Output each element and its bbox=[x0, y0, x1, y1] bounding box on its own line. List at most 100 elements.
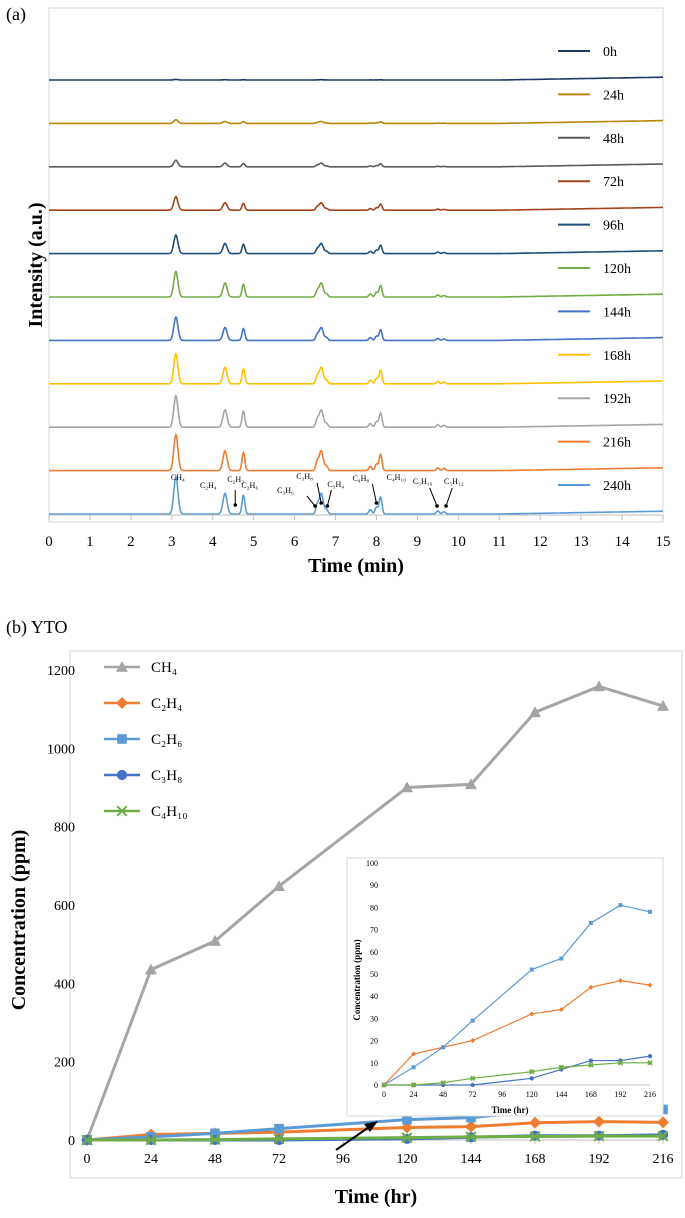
legend-label-216h: 216h bbox=[603, 436, 631, 451]
concentration-x-axis-title: Time (hr) bbox=[335, 1186, 417, 1208]
data-point bbox=[469, 1075, 476, 1082]
legend-label: CH₄ bbox=[151, 660, 177, 676]
peak-arrow bbox=[445, 487, 453, 507]
legend-label-240h: 240h bbox=[603, 479, 631, 494]
x-tick-label: 5 bbox=[250, 534, 258, 550]
data-point bbox=[558, 1007, 564, 1013]
peak-label: CH₄ bbox=[171, 473, 185, 482]
data-point bbox=[657, 1130, 669, 1142]
chromatogram-traces bbox=[49, 76, 663, 515]
x-tick-label: 168 bbox=[525, 1152, 546, 1167]
inset-x-tick-label: 120 bbox=[526, 1090, 538, 1099]
x-tick-label: 12 bbox=[533, 534, 548, 550]
inset-y-tick-label: 90 bbox=[370, 881, 378, 890]
legend-label: C₂H₆ bbox=[151, 732, 182, 748]
x-tick-label: 72 bbox=[272, 1152, 286, 1167]
data-point bbox=[470, 1082, 475, 1088]
concentration-plot-frame bbox=[69, 650, 683, 1179]
legend-label-168h: 168h bbox=[603, 349, 631, 364]
inset-y-axis-title: Concentration (ppm) bbox=[352, 939, 362, 1020]
concentration-series bbox=[81, 680, 669, 1146]
data-point-stroke bbox=[410, 1082, 417, 1088]
y-tick-label: 800 bbox=[54, 821, 75, 836]
x-tick-label: 192 bbox=[589, 1152, 610, 1167]
data-point bbox=[529, 1076, 534, 1081]
data-point-stroke bbox=[273, 1133, 285, 1145]
peak-arrow-head bbox=[313, 504, 317, 508]
x-tick-label: 1 bbox=[86, 534, 94, 550]
data-point bbox=[593, 680, 605, 692]
legend-label: C₄H₁₀ bbox=[151, 804, 188, 820]
peak-arrow-head bbox=[444, 504, 448, 508]
data-point-stroke bbox=[558, 1064, 565, 1070]
data-point-stroke bbox=[469, 1075, 476, 1082]
peak-label: C₃H₈ bbox=[296, 472, 313, 481]
data-point bbox=[465, 1120, 477, 1133]
peak-arrow bbox=[429, 487, 438, 507]
data-point bbox=[116, 769, 128, 781]
x-tick-label: 13 bbox=[574, 534, 589, 550]
inset-y-tick-label: 30 bbox=[370, 1014, 378, 1023]
x-tick-label: 96 bbox=[336, 1152, 350, 1167]
data-point bbox=[210, 1128, 220, 1139]
chromatogram-y-axis-title: Intensity (a.u.) bbox=[25, 202, 47, 327]
data-point bbox=[647, 1060, 653, 1066]
data-point bbox=[116, 697, 128, 709]
trace-240h bbox=[49, 474, 663, 515]
data-point bbox=[529, 1068, 535, 1075]
data-point-stroke bbox=[401, 1132, 413, 1144]
legend-label: C₃H₈ bbox=[151, 768, 182, 784]
x-tick-label: 8 bbox=[373, 534, 381, 550]
inset-x-tick-label: 48 bbox=[439, 1090, 447, 1099]
trace-72h bbox=[49, 195, 663, 211]
data-point bbox=[588, 1058, 594, 1063]
peak-arrow bbox=[326, 489, 332, 507]
data-point bbox=[465, 1131, 477, 1143]
data-point bbox=[273, 880, 285, 891]
chromatogram-legend: 0h 24h 48h 72h 96h 120h 144h 168h 192h 216h 240h bbox=[558, 45, 631, 494]
data-point-stroke bbox=[209, 1134, 221, 1146]
data-point bbox=[402, 1114, 412, 1125]
data-point bbox=[529, 706, 541, 718]
y-tick-label: 400 bbox=[54, 977, 75, 992]
data-point bbox=[381, 1082, 387, 1088]
data-point bbox=[657, 1116, 669, 1129]
peak-label: C₅H₁₀ bbox=[413, 477, 433, 486]
inset-x-tick-label: 144 bbox=[555, 1090, 567, 1099]
x-tick-label: 3 bbox=[168, 534, 176, 550]
peak-label: C₃H₄ bbox=[327, 480, 344, 489]
peak-label: C₄H₈ bbox=[352, 474, 369, 483]
legend-label-192h: 192h bbox=[603, 392, 631, 407]
trace-48h bbox=[49, 159, 663, 168]
inset-x-tick-label: 0 bbox=[382, 1090, 386, 1099]
peak-label: C₂H₄ bbox=[200, 481, 217, 490]
data-point bbox=[411, 1051, 417, 1057]
data-point-stroke bbox=[588, 1062, 594, 1068]
data-point-stroke bbox=[657, 1130, 669, 1142]
chromatogram-chart: 0h 24h 48h 72h 96h 120h 144h 168h 192h 216h 240h C… bbox=[25, 7, 671, 577]
inset-y-tick-label: 80 bbox=[370, 903, 378, 912]
inset-y-tick-label: 60 bbox=[370, 948, 378, 957]
data-point bbox=[529, 1011, 535, 1017]
concentration-legend: CH₄ C₂H₄ C₂H₆ C₃H₈ C₄H₁₀ bbox=[104, 660, 188, 820]
trace-120h bbox=[49, 270, 663, 298]
y-tick-label: 1200 bbox=[47, 664, 75, 679]
inset-y-tick-label: 100 bbox=[366, 859, 378, 868]
legend-label-48h: 48h bbox=[603, 132, 624, 147]
inset-arrow bbox=[335, 1124, 373, 1151]
x-tick-label: 4 bbox=[209, 534, 217, 550]
data-point bbox=[588, 1062, 594, 1068]
inset-x-tick-label: 96 bbox=[498, 1090, 506, 1099]
data-point bbox=[465, 778, 477, 790]
legend-label-120h: 120h bbox=[603, 262, 631, 277]
data-point bbox=[81, 1134, 93, 1146]
data-point bbox=[647, 982, 653, 988]
data-point bbox=[116, 805, 128, 817]
inset-axes: 0 10 20 30 40 50 60 70 80 90 100 0 24 48 72 96 120 144 168… bbox=[366, 859, 656, 1099]
data-point bbox=[401, 781, 413, 793]
data-point-stroke bbox=[617, 1060, 624, 1066]
peak-arrow-head bbox=[319, 501, 324, 505]
y-tick-label: 200 bbox=[54, 1056, 75, 1071]
